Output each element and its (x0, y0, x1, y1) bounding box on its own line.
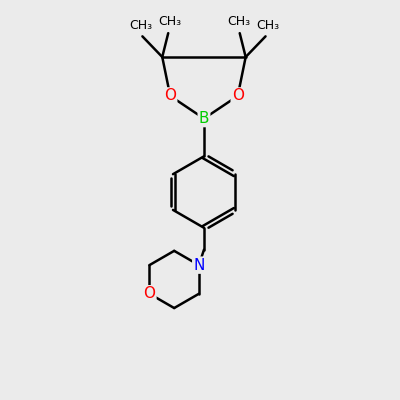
Text: O: O (232, 88, 244, 104)
Text: CH₃: CH₃ (158, 15, 181, 28)
Text: N: N (193, 258, 205, 273)
Text: CH₃: CH₃ (227, 15, 250, 28)
Text: O: O (144, 286, 156, 301)
Text: CH₃: CH₃ (256, 19, 279, 32)
Text: O: O (164, 88, 176, 104)
Text: B: B (199, 111, 209, 126)
Text: CH₃: CH₃ (129, 19, 152, 32)
